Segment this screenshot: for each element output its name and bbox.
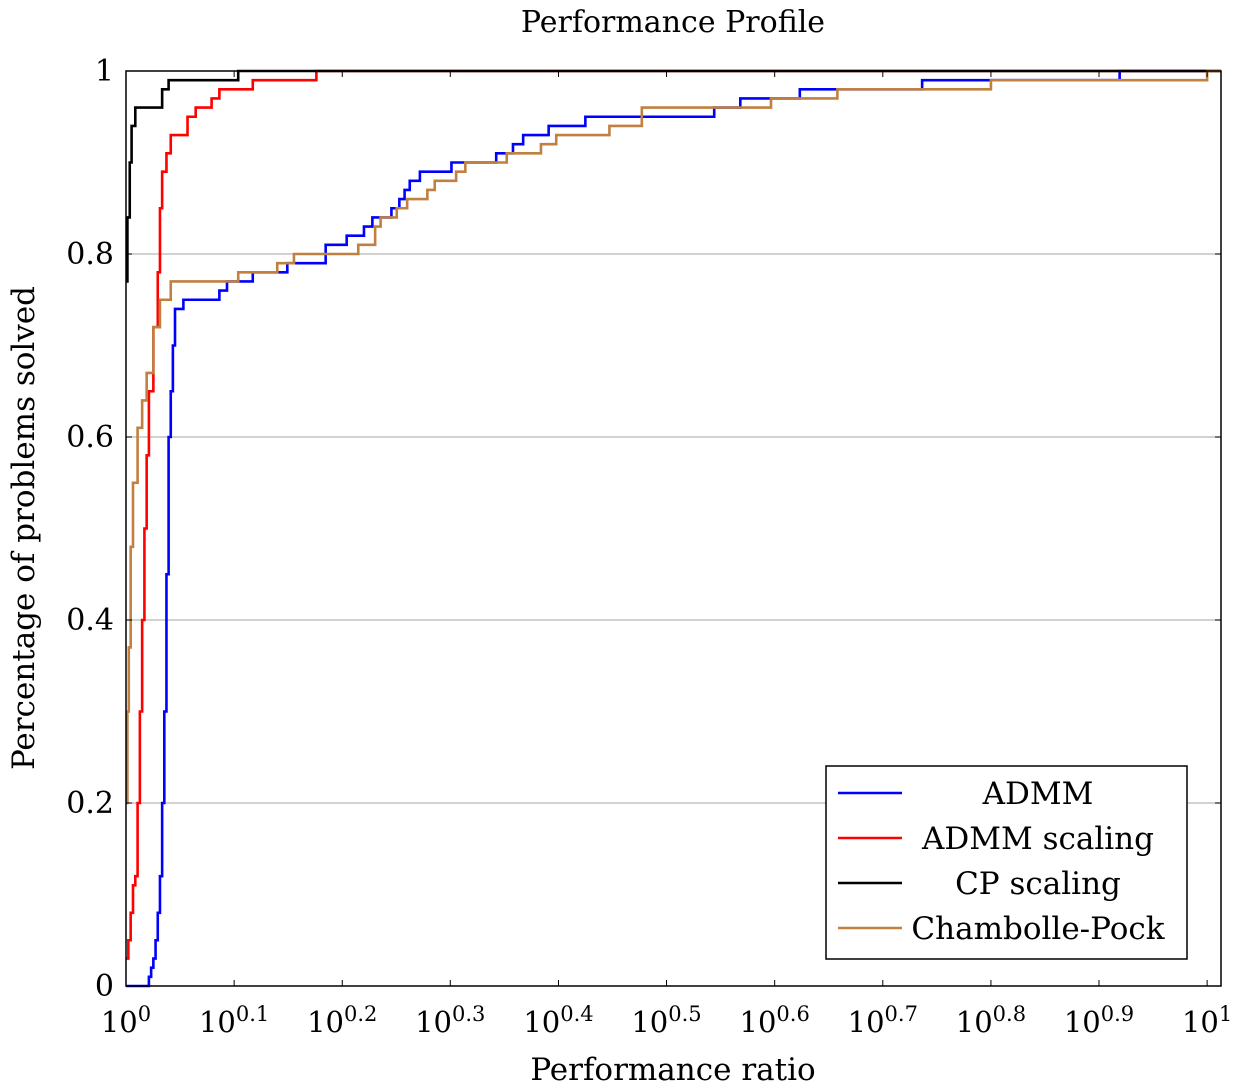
- x-tick-label: 100.9: [1064, 1002, 1134, 1039]
- x-tick-label: 100.2: [307, 1002, 377, 1039]
- series-line-admm: [126, 69, 1221, 988]
- legend-label: Chambolle-Pock: [911, 911, 1164, 947]
- x-tick-label: 100.4: [523, 1002, 593, 1039]
- x-tick-label: 100.8: [956, 1002, 1026, 1039]
- chart-title: Performance Profile: [521, 5, 825, 40]
- x-axis-label: Performance ratio: [530, 1052, 815, 1088]
- axis-ticks: [125, 70, 1221, 987]
- x-tick-label: 101: [1182, 1002, 1232, 1039]
- legend-label: ADMM: [982, 776, 1094, 812]
- x-tick-label: 100.6: [740, 1002, 810, 1039]
- plot-series: [126, 69, 1221, 988]
- y-axis-label: Percentage of problems solved: [6, 286, 42, 770]
- legend-items: ADMM ADMM scaling CP scaling Chambolle-Pock: [838, 776, 1165, 947]
- y-tick-labels: 0 0.2 0.4 0.6 0.8 1: [66, 54, 114, 1004]
- x-tick-label: 100.7: [848, 1002, 918, 1039]
- x-tick-label: 100.3: [415, 1002, 485, 1039]
- plot-frame: [125, 70, 1222, 987]
- x-tick-label: 100.1: [199, 1002, 269, 1039]
- legend-box: [825, 765, 1188, 960]
- grid-lines: [126, 253, 1221, 804]
- x-tick-label: 100: [101, 1002, 151, 1039]
- y-tick-label: 0.4: [66, 603, 114, 638]
- x-tick-labels: 100 100.1 100.2 100.3 100.4 100.5 100.6 100.7 10…: [101, 1002, 1232, 1039]
- y-tick-label: 0.8: [66, 237, 114, 272]
- y-tick-label: 1: [95, 54, 114, 89]
- y-tick-label: 0.6: [66, 420, 114, 455]
- series-line-cp-scaling: [126, 69, 1221, 283]
- y-tick-label: 0: [95, 969, 114, 1004]
- legend-label: ADMM scaling: [921, 821, 1154, 857]
- x-tick-label: 100.5: [631, 1002, 701, 1039]
- series-line-chambolle-pock: [126, 69, 1221, 805]
- y-tick-label: 0.2: [66, 786, 114, 821]
- legend-label: CP scaling: [955, 866, 1121, 902]
- legend: ADMM ADMM scaling CP scaling Chambolle-Pock: [825, 765, 1188, 960]
